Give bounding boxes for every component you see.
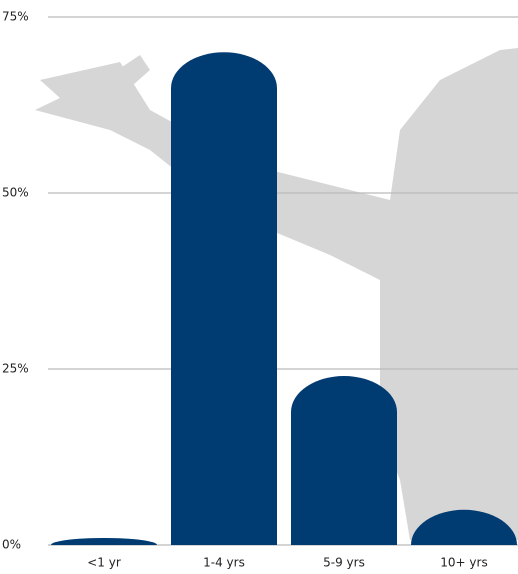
- bar: [51, 537, 157, 545]
- y-tick-label: 25%: [2, 362, 29, 376]
- x-tick-label: <1 yr: [87, 556, 121, 570]
- y-tick-label: 50%: [2, 186, 29, 200]
- y-tick-label: 0%: [2, 538, 21, 552]
- background-silhouette: [35, 48, 518, 540]
- x-tick-label: 10+ yrs: [440, 556, 487, 570]
- y-tick-label: 75%: [2, 10, 29, 24]
- bar: [411, 509, 517, 545]
- bar: [291, 376, 397, 545]
- x-tick-label: 1-4 yrs: [203, 556, 245, 570]
- bar: [171, 52, 277, 545]
- x-tick-label: 5-9 yrs: [323, 556, 365, 570]
